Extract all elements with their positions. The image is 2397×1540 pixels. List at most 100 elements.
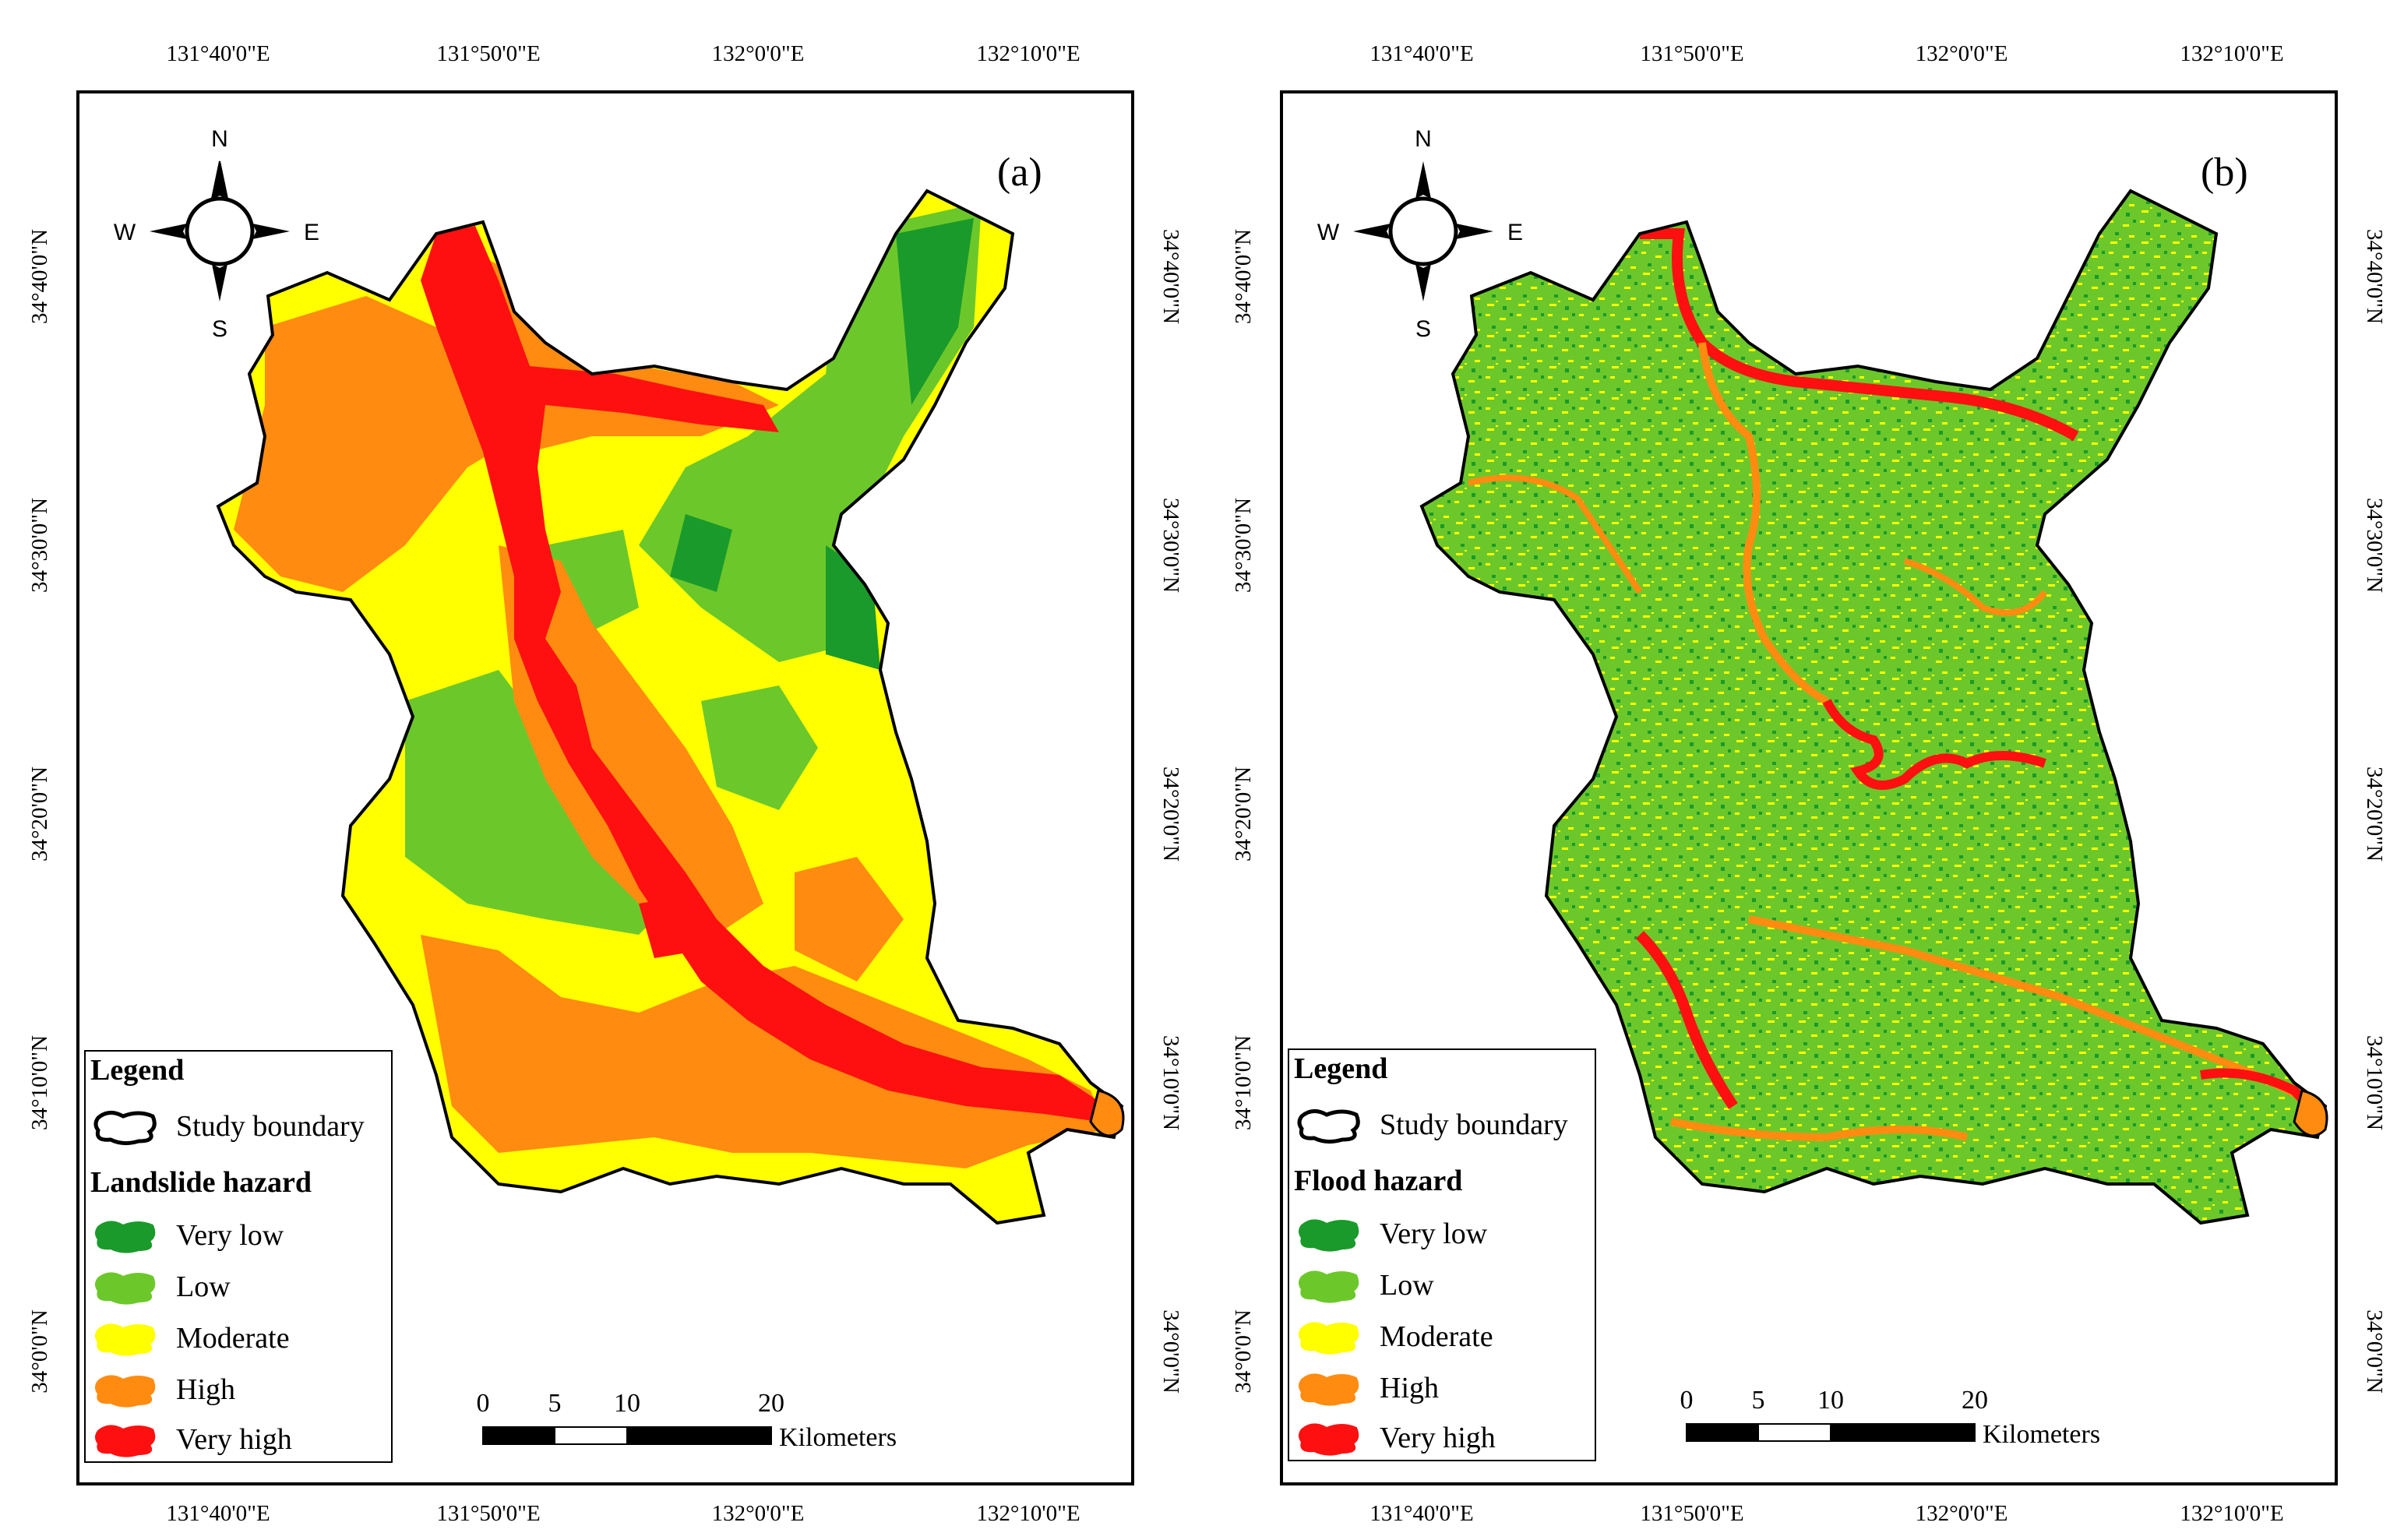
- legend-title: Legend: [1294, 1052, 1388, 1085]
- moderate-swatch-icon: [95, 1323, 156, 1356]
- scale-tick-label: 10: [1817, 1386, 1844, 1415]
- lat-label: 34°40'0"N: [1158, 229, 1183, 324]
- compass-rose: N S W E: [1317, 126, 1523, 342]
- compass-s: S: [1415, 316, 1431, 342]
- scale-tick-label: 0: [477, 1389, 490, 1418]
- lon-label: 131°40'0"E: [166, 1501, 270, 1526]
- legend-section-title: Flood hazard: [1294, 1165, 1463, 1197]
- lat-label: 34°0'0"N: [2362, 1309, 2387, 1394]
- compass-e: E: [1507, 220, 1523, 245]
- legend-title: Legend: [90, 1054, 185, 1087]
- high-swatch-icon: [1299, 1373, 1359, 1406]
- legend-label: High: [1380, 1372, 1439, 1404]
- longitude-labels-top: 131°40'0"E 131°50'0"E 132°0'0"E 132°10'0…: [166, 41, 1080, 66]
- lon-label: 131°40'0"E: [166, 41, 270, 66]
- scale-tick-label: 0: [1680, 1386, 1694, 1415]
- boundary-swatch-icon: [1297, 1109, 1360, 1144]
- panel-label: (b): [2201, 150, 2248, 195]
- legend-box: Legend Study boundary Landslide hazard V…: [84, 1050, 393, 1463]
- compass-n: N: [211, 126, 228, 152]
- scale-tick-label: 10: [614, 1389, 640, 1418]
- moderate-swatch-icon: [1299, 1322, 1359, 1355]
- latitude-labels-right: 34°40'0"N 34°30'0"N 34°20'0"N 34°10'0"N …: [2362, 229, 2387, 1394]
- legend-label: Very high: [176, 1423, 292, 1456]
- longitude-labels-bottom: 131°40'0"E 131°50'0"E 132°0'0"E 132°10'0…: [1369, 1501, 2283, 1526]
- lat-label: 34°20'0"N: [1231, 766, 1256, 862]
- high-swatch-icon: [95, 1375, 156, 1408]
- lat-label: 34°0'0"N: [1158, 1309, 1183, 1394]
- low-swatch-icon: [1299, 1270, 1359, 1303]
- legend-item-very-high: Very high: [1295, 1415, 1496, 1461]
- legend-label: Study boundary: [1380, 1108, 1568, 1141]
- lon-label: 131°50'0"E: [436, 41, 540, 66]
- lon-label: 132°0'0"E: [1916, 1501, 2008, 1526]
- compass-w: W: [1317, 220, 1340, 245]
- lon-label: 131°40'0"E: [1369, 41, 1473, 66]
- legend-box: Legend Study boundary Flood hazard Very …: [1288, 1048, 1596, 1461]
- legend-item-high: High: [92, 1366, 235, 1413]
- legend-item-very-high: Very high: [92, 1416, 292, 1463]
- lat-label: 34°0'0"N: [27, 1309, 52, 1394]
- compass-rose: N S W E: [114, 126, 319, 342]
- scale-unit: Kilometers: [1983, 1420, 2100, 1449]
- longitude-labels-top: 131°40'0"E 131°50'0"E 132°0'0"E 132°10'0…: [1369, 41, 2283, 66]
- scale-bar: 0 5 10 20 Kilometers: [1680, 1386, 2101, 1449]
- lat-label: 34°10'0"N: [27, 1035, 52, 1130]
- legend-item-low: Low: [1295, 1262, 1434, 1309]
- legend-item-moderate: Moderate: [1295, 1313, 1493, 1360]
- legend-label: Moderate: [1380, 1320, 1493, 1353]
- lon-label: 132°10'0"E: [2180, 41, 2283, 66]
- lat-label: 34°10'0"N: [1231, 1035, 1256, 1130]
- legend-label: Low: [1380, 1269, 1434, 1302]
- lon-label: 131°50'0"E: [1640, 41, 1743, 66]
- lon-label: 132°10'0"E: [2180, 1501, 2283, 1526]
- map-panel-b: N S W E 131°40'0"E 131°50'0"E 132°0'0"E …: [1204, 0, 2397, 1540]
- legend-item-boundary: Study boundary: [92, 1103, 365, 1150]
- lon-label: 132°10'0"E: [976, 41, 1080, 66]
- map-panel-a: N S W E 131°40'0"E 131°50'0"E 132°0'0"E …: [0, 0, 1198, 1540]
- latitude-labels-left: 34°40'0"N 34°30'0"N 34°20'0"N 34°10'0"N …: [27, 229, 52, 1394]
- longitude-labels-bottom: 131°40'0"E 131°50'0"E 132°0'0"E 132°10'0…: [166, 1501, 1080, 1526]
- legend-label: Very low: [176, 1219, 284, 1252]
- compass-w: W: [114, 220, 136, 245]
- lat-label: 34°40'0"N: [27, 229, 52, 324]
- lon-label: 132°0'0"E: [1916, 41, 2008, 66]
- scale-bar: 0 5 10 20 Kilometers: [477, 1389, 897, 1452]
- lon-label: 132°0'0"E: [712, 1501, 805, 1526]
- scale-tick-label: 20: [1962, 1386, 1988, 1415]
- scale-tick-label: 5: [548, 1389, 562, 1418]
- lat-label: 34°30'0"N: [27, 498, 52, 593]
- scale-unit: Kilometers: [779, 1423, 897, 1452]
- lat-label: 34°0'0"N: [1231, 1309, 1256, 1394]
- lat-label: 34°30'0"N: [1231, 498, 1256, 593]
- legend-item-moderate: Moderate: [92, 1315, 290, 1362]
- latitude-labels-left: 34°40'0"N 34°30'0"N 34°20'0"N 34°10'0"N …: [1231, 229, 1256, 1394]
- legend-item-high: High: [1295, 1365, 1439, 1411]
- legend-label: Study boundary: [176, 1110, 365, 1143]
- legend-item-very-low: Very low: [92, 1212, 284, 1259]
- lat-label: 34°40'0"N: [1231, 229, 1256, 324]
- legend-label: High: [176, 1373, 235, 1406]
- legend-label: Low: [176, 1270, 231, 1303]
- legend-item-low: Low: [92, 1263, 231, 1310]
- lon-label: 132°10'0"E: [976, 1501, 1080, 1526]
- low-swatch-icon: [95, 1272, 156, 1305]
- compass-e: E: [304, 220, 319, 245]
- compass-s: S: [212, 316, 227, 342]
- very-low-swatch-icon: [95, 1221, 156, 1253]
- legend-label: Very high: [1380, 1422, 1496, 1454]
- lat-label: 34°10'0"N: [2362, 1035, 2387, 1130]
- very-high-swatch-icon: [1299, 1423, 1359, 1456]
- lat-label: 34°20'0"N: [1158, 766, 1183, 862]
- lon-label: 132°0'0"E: [712, 41, 805, 66]
- latitude-labels-right: 34°40'0"N 34°30'0"N 34°20'0"N 34°10'0"N …: [1158, 229, 1183, 1394]
- lat-label: 34°20'0"N: [2362, 766, 2387, 862]
- very-low-swatch-icon: [1299, 1219, 1359, 1252]
- scale-tick-label: 20: [758, 1389, 784, 1418]
- lat-label: 34°10'0"N: [1158, 1035, 1183, 1130]
- legend-label: Moderate: [176, 1322, 290, 1355]
- lat-label: 34°40'0"N: [2362, 229, 2387, 324]
- boundary-swatch-icon: [93, 1111, 157, 1146]
- legend-item-boundary: Study boundary: [1295, 1101, 1568, 1148]
- panel-label: (a): [997, 150, 1042, 195]
